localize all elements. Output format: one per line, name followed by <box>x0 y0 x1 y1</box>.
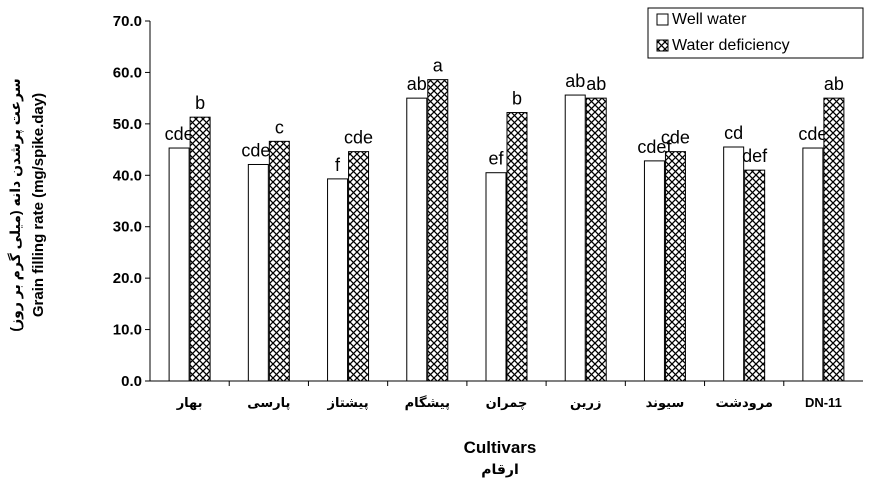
bar-well-water <box>723 146 745 382</box>
legend-label-water-deficiency: Water deficiency <box>672 37 790 54</box>
significance-letter: ab <box>407 74 427 94</box>
y-tick-label: 40.0 <box>113 167 142 184</box>
significance-letter: def <box>742 146 768 166</box>
bar-well-water <box>643 160 665 382</box>
significance-letter: cd <box>724 123 743 143</box>
bar-well-water <box>247 163 269 382</box>
y-tick-label: 10.0 <box>113 322 142 339</box>
significance-letter: cde <box>344 128 373 148</box>
x-tick-label: بهار <box>176 395 203 410</box>
x-tick-label: مرودشت <box>715 395 772 410</box>
x-tick-label: پیشگام <box>405 395 450 411</box>
y-axis-label: Grain filling rate (mg/spike.day) <box>30 93 47 317</box>
significance-letter: ab <box>824 74 844 94</box>
y-axis-label-fa: سرعت پرشدن دانه (میلی گرم بر روز) <box>7 78 24 331</box>
x-tick-label: زرین <box>570 395 602 410</box>
bar-water-deficiency <box>268 140 290 382</box>
significance-letter: ab <box>565 71 585 91</box>
y-tick-label: 70.0 <box>113 13 142 30</box>
x-axis-label: Cultivars <box>464 438 537 457</box>
bar-well-water <box>802 147 824 382</box>
significance-letter: a <box>433 56 444 76</box>
bar-well-water <box>327 178 349 382</box>
bar-well-water <box>485 172 507 382</box>
bar-water-deficiency <box>585 97 607 382</box>
y-tick-label: 60.0 <box>113 64 142 81</box>
significance-letter: cde <box>798 124 827 144</box>
significance-letter: f <box>335 155 341 175</box>
significance-letter: b <box>512 89 522 109</box>
bar-well-water <box>406 97 428 382</box>
significance-letter: cdef <box>241 140 276 160</box>
bar-water-deficiency <box>348 151 370 382</box>
legend-box <box>647 7 864 59</box>
significance-letter: cde <box>661 128 690 148</box>
bar-water-deficiency <box>823 97 845 382</box>
bar-well-water <box>564 94 586 382</box>
x-tick-label: چمران <box>486 395 528 410</box>
bar-water-deficiency <box>664 151 686 382</box>
significance-letter: cdef <box>637 137 672 157</box>
bar-water-deficiency <box>744 169 766 382</box>
significance-letter: ef <box>488 149 504 169</box>
x-tick-label: پیشتاز <box>327 395 369 410</box>
bar-water-deficiency <box>427 79 449 382</box>
bar-water-deficiency <box>506 112 528 382</box>
y-tick-label: 0.0 <box>121 373 142 390</box>
significance-letter: c <box>275 117 284 137</box>
y-tick-label: 20.0 <box>113 270 142 287</box>
significance-letter: cde <box>165 124 194 144</box>
legend-swatch-well-water <box>656 13 669 26</box>
bar-well-water <box>168 147 190 382</box>
x-tick-label: پارسی <box>247 395 290 410</box>
legend-label-well-water: Well water <box>672 11 747 28</box>
bar-water-deficiency <box>189 116 211 382</box>
significance-letter: b <box>195 93 205 113</box>
x-tick-label: DN-11 <box>805 395 842 410</box>
legend-swatch-water-deficiency <box>656 39 669 52</box>
x-tick-label: سیوند <box>646 395 685 410</box>
legend: Well water Water deficiency <box>647 7 864 59</box>
y-tick-label: 50.0 <box>113 116 142 133</box>
y-tick-label: 30.0 <box>113 219 142 236</box>
significance-letter: ab <box>586 74 606 94</box>
x-axis-label-fa: ارقام <box>481 461 519 477</box>
